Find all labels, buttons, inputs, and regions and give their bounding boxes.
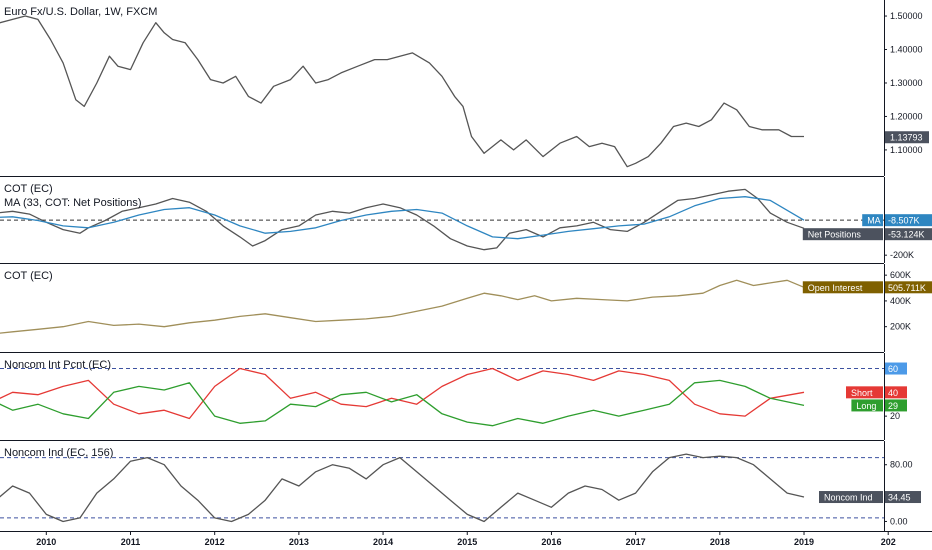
y-tick-label: 1.50000 [890,11,923,21]
series-line-net-positions [0,188,805,251]
value-badge [885,386,907,399]
y-tick-label: 600K [890,270,911,280]
series-name-badge [819,491,883,504]
series-line-short [0,367,805,420]
series-name-badge [846,386,883,399]
series-name-badge [802,281,883,294]
series-line-open-interest [0,279,805,334]
pane-3: 600K 400K 200K COT (EC) 505.711K Open Interes… [0,264,932,353]
value-badge [885,214,932,227]
x-tick-label: 2017 [626,537,646,547]
series-name-text: MA [867,216,881,226]
series-name-text: Long [856,401,876,411]
x-tick-label: 2015 [457,537,477,547]
pane-title: Noncom Ind (EC, 156) [4,447,113,459]
series-line-long [0,379,805,427]
y-tick-label: -200K [890,250,914,260]
series-line-ma-33-cot-net-positions- [0,196,805,240]
x-tick-label: 2018 [710,537,730,547]
last-price-badge [885,131,929,144]
pane-1: 1.50000 1.40000 1.30000 1.20000 1.10000 Euro … [0,0,929,177]
value-badge [885,281,932,294]
y-tick-label: 1.10000 [890,145,923,155]
value-badge [885,491,921,504]
value-badge [885,228,932,241]
y-tick-label: 400K [890,296,911,306]
value-badge-text: -8.507K [888,216,920,226]
pane-title: Noncom Int Pcnt (EC) [4,359,111,371]
y-tick-label: 80.00 [890,460,913,470]
series-line-price [0,15,804,168]
series-line-noncom-ind [0,453,805,523]
pane-4: 20 Noncom Int Pcnt (EC) 60 40 Short 29 Long [0,353,907,441]
x-tick-label: 2012 [205,537,225,547]
series-name-text: Noncom Ind [824,493,873,503]
series-name-badge [851,399,883,412]
pane-2: -200K COT (EC) MA (33, COT: Net Positions)… [0,177,932,264]
value-badge-text: 60 [888,364,898,374]
x-tick-label: 2014 [373,537,393,547]
series-name-text: Open Interest [808,283,863,293]
value-badge [885,399,907,412]
last-price-value: 1.13793 [890,133,923,143]
x-tick-label: 2011 [121,537,141,547]
series-name-badge [802,228,883,241]
x-tick-label: 2016 [541,537,561,547]
y-tick-label: 0.00 [890,516,908,526]
series-name-badge [862,214,883,227]
x-tick-label: 2010 [36,537,56,547]
x-tick-label: 2019 [794,537,814,547]
pane-title: Euro Fx/U.S. Dollar, 1W, FXCM [4,6,157,18]
pane-title: COT (EC) [4,270,53,282]
pane-title: COT (EC) [4,183,53,195]
value-badge-text: 34.45 [888,493,911,503]
value-badge-text: 29 [888,401,898,411]
pane-legend-entry: MA (33, COT: Net Positions) [4,197,142,209]
value-badge-text: -53.124K [888,230,925,240]
x-tick-label: 2013 [289,537,309,547]
y-tick-label: 20 [890,411,900,421]
chart-panes: 1.50000 1.40000 1.30000 1.20000 1.10000 Euro … [0,0,932,532]
value-badge [885,362,907,375]
y-tick-label: 1.20000 [890,111,923,121]
x-tick-label: 202 [881,537,896,547]
value-badge-text: 505.711K [888,283,926,293]
time-axis: 2010 2011 2012 2013 2014 2015 2016 2017 2018 2019… [0,531,932,547]
y-tick-label: 1.30000 [890,78,923,88]
value-badge-text: 40 [888,388,898,398]
y-tick-label: 200K [890,322,911,332]
y-tick-label: 1.40000 [890,45,923,55]
series-name-text: Short [851,388,873,398]
series-name-text: Net Positions [808,230,862,240]
